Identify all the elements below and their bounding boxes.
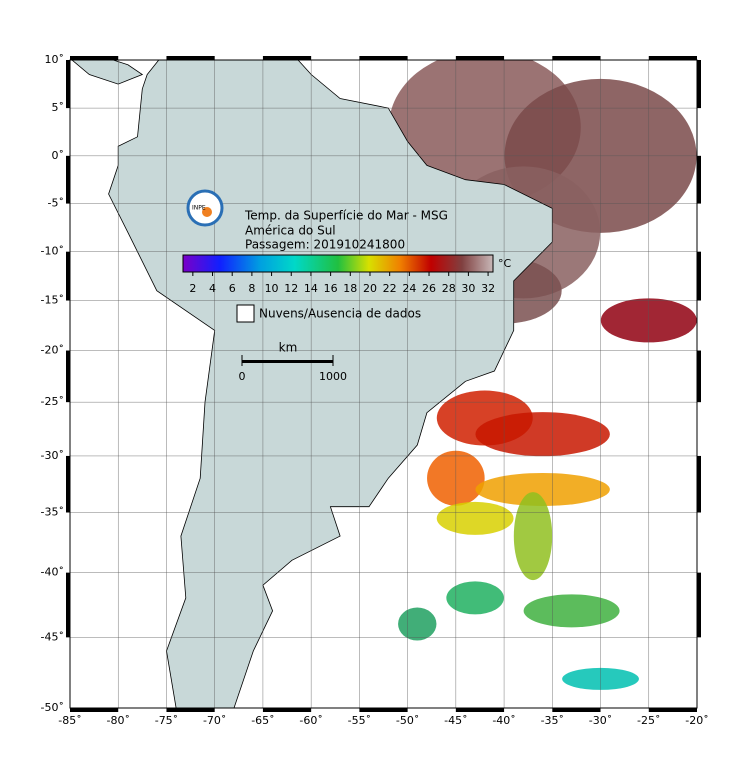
frame-bar xyxy=(697,572,701,638)
x-tick-label: -45˚ xyxy=(444,714,467,727)
x-tick-label: -25˚ xyxy=(637,714,660,727)
x-tick-label: -30˚ xyxy=(589,714,612,727)
colorbar-tick-label: 8 xyxy=(248,282,255,295)
title-line: América do Sul xyxy=(245,224,336,238)
frame-bar xyxy=(359,56,408,60)
y-tick-label: -25˚ xyxy=(41,395,64,408)
title-line: Passagem: 201910241800 xyxy=(245,238,405,252)
y-tick-label: -50˚ xyxy=(41,701,64,714)
frame-bar xyxy=(66,572,70,638)
scale-tick-label: 1000 xyxy=(319,370,347,383)
colorbar-tick-label: 4 xyxy=(209,282,216,295)
x-tick-label: -20˚ xyxy=(685,714,708,727)
land xyxy=(71,60,144,85)
sst-patch xyxy=(475,412,610,457)
frame-bar xyxy=(697,350,701,403)
frame-bar xyxy=(66,60,70,109)
y-tick-label: -5˚ xyxy=(48,197,64,210)
x-tick-label: -55˚ xyxy=(348,714,371,727)
sst-patch xyxy=(513,492,553,581)
colorbar-tick-label: 24 xyxy=(402,282,416,295)
frame-bar xyxy=(697,60,701,109)
sst-patch xyxy=(398,607,437,641)
frame-bar xyxy=(70,708,119,712)
colorbar-tick-label: 14 xyxy=(304,282,318,295)
frame-bar xyxy=(166,56,215,60)
colorbar-tick-label: 28 xyxy=(442,282,456,295)
frame-bar xyxy=(66,251,70,301)
frame-bar xyxy=(697,251,701,301)
x-tick-label: -50˚ xyxy=(396,714,419,727)
colorbar-tick-label: 16 xyxy=(324,282,338,295)
colorbar-tick-label: 32 xyxy=(481,282,495,295)
frame-bar xyxy=(262,708,312,712)
frame-bar xyxy=(648,708,697,712)
svg-text:INPE: INPE xyxy=(192,205,206,212)
y-tick-label: -30˚ xyxy=(41,449,64,462)
y-tick-label: -35˚ xyxy=(41,505,64,518)
y-tick-label: 5˚ xyxy=(52,101,65,114)
frame-bar xyxy=(552,56,601,60)
sst-patch xyxy=(436,501,514,535)
frame-bar xyxy=(455,708,505,712)
colorbar-unit: °C xyxy=(498,257,512,270)
colorbar-tick-label: 2 xyxy=(189,282,196,295)
frame-bar xyxy=(66,350,70,403)
colorbar-tick-label: 18 xyxy=(343,282,357,295)
legend-label: Nuvens/Ausencia de dados xyxy=(259,307,421,321)
logo: INPE xyxy=(186,189,224,227)
title-line: Temp. da Superfície do Mar - MSG xyxy=(244,209,448,223)
y-tick-label: -40˚ xyxy=(41,566,64,579)
x-tick-label: -40˚ xyxy=(492,714,515,727)
frame-bar xyxy=(66,155,70,204)
legend-swatch xyxy=(236,304,255,323)
y-tick-label: -20˚ xyxy=(41,344,64,357)
y-tick-label: 0˚ xyxy=(52,149,65,162)
x-tick-label: -75˚ xyxy=(155,714,178,727)
y-tick-label: -10˚ xyxy=(41,245,64,258)
sst-patch xyxy=(475,472,610,506)
frame-bar xyxy=(552,708,601,712)
colorbar-tick-label: 20 xyxy=(363,282,377,295)
frame-bar xyxy=(70,56,119,60)
scale-bar xyxy=(242,360,333,363)
colorbar-tick-label: 30 xyxy=(461,282,475,295)
x-tick-label: -35˚ xyxy=(541,714,564,727)
x-tick-label: -60˚ xyxy=(299,714,322,727)
frame-bar xyxy=(166,708,215,712)
x-tick-label: -80˚ xyxy=(106,714,129,727)
colorbar-tick-label: 22 xyxy=(383,282,397,295)
x-tick-label: -70˚ xyxy=(203,714,226,727)
colorbar-tick-label: 10 xyxy=(265,282,279,295)
frame-bar xyxy=(455,56,505,60)
map-area xyxy=(70,60,697,708)
sst-patch xyxy=(523,594,620,628)
frame-bar xyxy=(262,56,312,60)
frame-bar xyxy=(697,155,701,204)
frame-bar xyxy=(66,455,70,513)
x-tick-label: -65˚ xyxy=(251,714,274,727)
y-tick-label: -15˚ xyxy=(41,294,64,307)
y-tick-label: 10˚ xyxy=(45,53,65,66)
x-tick-label: -85˚ xyxy=(58,714,81,727)
frame-bar xyxy=(697,455,701,513)
frame-bar xyxy=(359,708,408,712)
colorbar-tick-label: 6 xyxy=(229,282,236,295)
sst-patch xyxy=(446,581,504,615)
colorbar-tick-label: 12 xyxy=(284,282,298,295)
scale-unit: km xyxy=(279,341,298,355)
frame-bar xyxy=(648,56,697,60)
colorbar-tick-label: 26 xyxy=(422,282,436,295)
y-tick-label: -45˚ xyxy=(41,630,64,643)
scale-tick-label: 0 xyxy=(239,370,246,383)
colorbar xyxy=(182,254,494,273)
